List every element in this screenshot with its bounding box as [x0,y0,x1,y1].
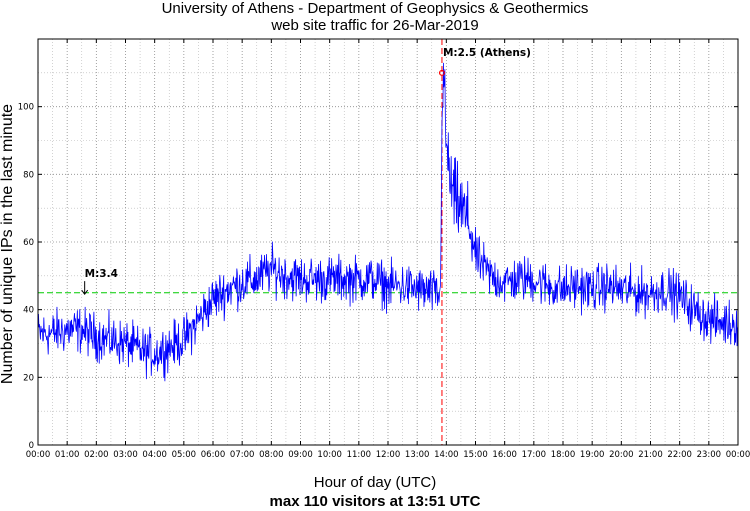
x-tick-label: 18:00 [551,450,576,460]
x-tick-label: 00:00 [26,450,51,460]
x-tick-label: 07:00 [230,450,255,460]
x-tick-label: 23:00 [697,450,722,460]
chart-title: University of Athens - Department of Geo… [161,0,589,17]
y-tick-label: 100 [18,103,34,113]
x-tick-label: 15:00 [463,450,488,460]
x-tick-label: 13:00 [405,450,430,460]
x-tick-label: 01:00 [55,450,80,460]
x-tick-label: 11:00 [347,450,372,460]
series-group [37,62,739,382]
x-tick-label: 22:00 [667,450,692,460]
x-tick-label: 06:00 [201,450,226,460]
series-line [37,62,739,382]
chart-footer: max 110 visitors at 13:51 UTC [269,493,481,510]
x-tick-label: 17:00 [522,450,547,460]
y-tick-label: 0 [29,441,34,451]
x-tick-label: 00:00 [726,450,750,460]
x-tick-label: 20:00 [609,450,634,460]
x-tick-label: 03:00 [113,450,138,460]
x-tick-label: 04:00 [142,450,167,460]
x-tick-label: 16:00 [492,450,517,460]
x-axis-label: Hour of day (UTC) [313,474,437,491]
chart-subtitle: web site traffic for 26-Mar-2019 [271,17,479,34]
x-tick-label: 12:00 [376,450,401,460]
y-axis-ticks: 0 20 40 60 80 100 [18,103,738,451]
annotation-label: M:3.4 [85,268,118,280]
x-axis-ticks: 00:00 01:00 02:00 03:00 04:00 05:00 06:00 07:00… [26,39,750,460]
y-tick-label: 20 [23,373,34,383]
x-tick-label: 05:00 [172,450,197,460]
plot-background [38,39,738,445]
annotation-label: M:2.5 (Athens) [443,47,531,59]
y-tick-label: 40 [23,306,34,316]
x-tick-label: 19:00 [580,450,605,460]
x-tick-label: 09:00 [288,450,313,460]
max-marker [438,69,445,76]
y-axis-label: Number of unique IPs in the last minute [0,103,16,385]
x-tick-label: 21:00 [638,450,663,460]
annotation-arrow-head [81,289,89,295]
x-tick-label: 02:00 [84,450,109,460]
x-tick-label: 10:00 [317,450,342,460]
y-tick-label: 60 [23,238,34,248]
annotations: M:3.4 M:2.5 (Athens) [81,47,531,295]
x-tick-label: 08:00 [259,450,284,460]
y-tick-label: 80 [23,170,34,180]
x-tick-label: 14:00 [434,450,459,460]
reference-lines [38,39,738,445]
